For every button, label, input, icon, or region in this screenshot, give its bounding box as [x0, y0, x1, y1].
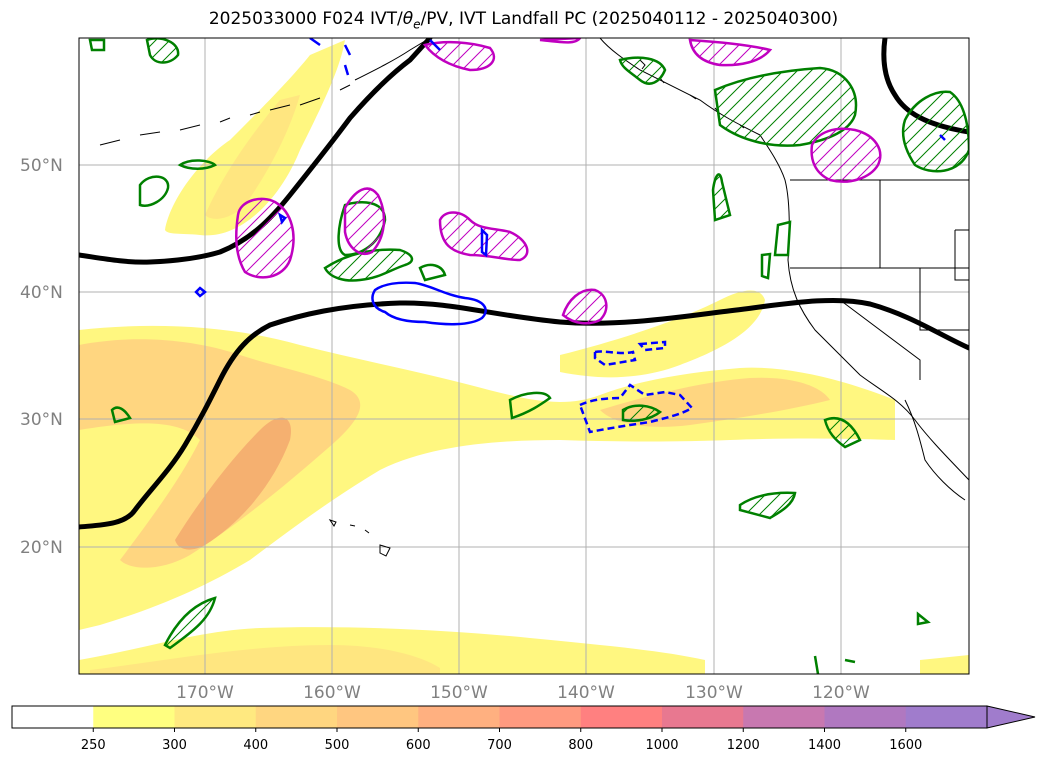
lon-label-170w: 170°W [176, 683, 234, 703]
colorbar-tick-label: 300 [162, 738, 187, 753]
latitude-labels: 50°N 40°N 30°N 20°N [20, 156, 63, 558]
ivt-south-strip-2 [90, 645, 440, 674]
colorbar-tick-labels: 250 300 400 500 600 700 800 1000 1200 1400 1600 [81, 728, 922, 753]
colorbar-segment [93, 706, 175, 728]
colorbar-segments [12, 706, 988, 728]
colorbar-tick-label: 700 [487, 738, 512, 753]
colorbar-tick-label: 600 [406, 738, 431, 753]
colorbar-tick-label: 1200 [727, 738, 760, 753]
title-prefix: 2025033000 F024 IVT/ [208, 9, 403, 29]
lon-label-130w: 130°W [685, 683, 743, 703]
lon-label-160w: 160°W [303, 683, 361, 703]
colorbar-segment [905, 706, 988, 728]
lat-label-50: 50°N [20, 156, 63, 176]
ivt-main-orange [79, 339, 361, 568]
longitude-labels: 170°W 160°W 150°W 140°W 130°W 120°W [176, 683, 870, 703]
colorbar-tick-label: 1400 [808, 738, 841, 753]
blue-contours [194, 38, 946, 434]
colorbar-segment [499, 706, 582, 728]
map-title: 2025033000 F024 IVT/θe/PV, IVT Landfall … [0, 9, 1047, 31]
colorbar-segment [12, 706, 94, 728]
colorbar-segment [662, 706, 744, 728]
coastlines [99, 38, 969, 557]
colorbar-tick-label: 800 [568, 738, 593, 753]
colorbar-tick-label: 500 [325, 738, 350, 753]
ivt-se-corner [920, 655, 969, 674]
colorbar-tick-label: 400 [243, 738, 268, 753]
colorbar-segment [174, 706, 257, 728]
title-theta: θ [402, 9, 414, 29]
colorbar-tick-label: 250 [81, 738, 106, 753]
colorbar-segment [255, 706, 338, 728]
colorbar-tick-label: 1000 [645, 738, 678, 753]
colorbar-segment [824, 706, 907, 728]
lon-label-150w: 150°W [430, 683, 488, 703]
colorbar-tick-label: 1600 [889, 738, 922, 753]
colorbar-segment [580, 706, 663, 728]
lon-label-120w: 120°W [812, 683, 870, 703]
green-contours [88, 38, 969, 674]
title-theta-subscript: e [413, 17, 421, 32]
ivt-main-deep [175, 417, 291, 550]
colorbar-segment [743, 706, 825, 728]
colorbar-segment [337, 706, 419, 728]
lat-label-40: 40°N [20, 283, 63, 303]
colorbar-extend-arrow [986, 705, 1036, 729]
lat-label-30: 30°N [20, 410, 63, 430]
map-border [78, 37, 970, 675]
ivt-west-strip [79, 559, 111, 610]
lon-label-140w: 140°W [557, 683, 615, 703]
colorbar: 250 300 400 500 600 700 800 1000 1200 1400 1600 [11, 705, 1036, 753]
lat-label-20: 20°N [20, 538, 63, 558]
magenta-contours [235, 38, 882, 325]
title-suffix: /PV, IVT Landfall PC (2025040112 - 20250… [420, 9, 839, 29]
colorbar-segment [418, 706, 500, 728]
ivt-north-core [205, 95, 300, 219]
